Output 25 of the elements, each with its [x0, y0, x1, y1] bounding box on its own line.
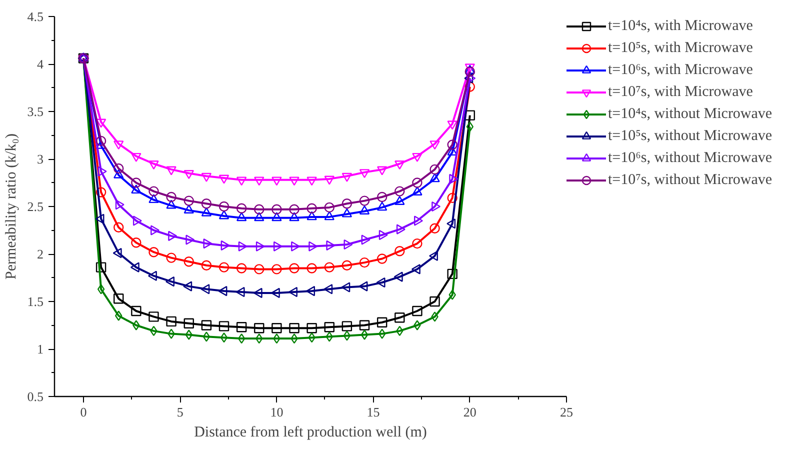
y-tick-label: 1: [37, 342, 44, 356]
x-tick-label: 0: [80, 404, 87, 420]
legend-label: t=10⁶s, with Microwave: [608, 62, 754, 78]
y-tick-label: 2: [37, 246, 44, 262]
legend-label: t=10⁵s, with Microwave: [608, 40, 754, 56]
legend-label: t=10⁴s, with Microwave: [608, 18, 754, 34]
legend-label: t=10⁷s, with Microwave: [608, 84, 754, 100]
legend-label: t=10⁶s, without Microwave: [608, 150, 774, 166]
legend-label: t=10⁵s, without Microwave: [608, 128, 774, 144]
y-tick-label: 4.5: [27, 9, 44, 24]
x-tick-label: 5: [176, 404, 184, 420]
y-tick-label: 2.5: [27, 199, 44, 214]
x-tick-label: 10: [270, 404, 284, 420]
x-tick-label: 20: [463, 404, 476, 420]
y-tick-label: 4: [37, 56, 44, 72]
legend-label: t=10⁷s, without Microwave: [608, 172, 774, 188]
legend-label: t=10⁴s, without Microwave: [608, 106, 774, 122]
y-tick-label: 1.5: [27, 294, 44, 309]
y-tick-label: 3.5: [27, 104, 44, 119]
y-axis-title: Permeability ratio (k/k₀): [3, 133, 20, 280]
x-axis-title: Distance from left production well (m): [194, 424, 427, 440]
x-tick-label: 15: [366, 404, 380, 420]
y-tick-label: 0.5: [27, 389, 44, 404]
x-tick-label: 25: [560, 404, 573, 420]
y-tick-label: 3: [37, 152, 44, 166]
